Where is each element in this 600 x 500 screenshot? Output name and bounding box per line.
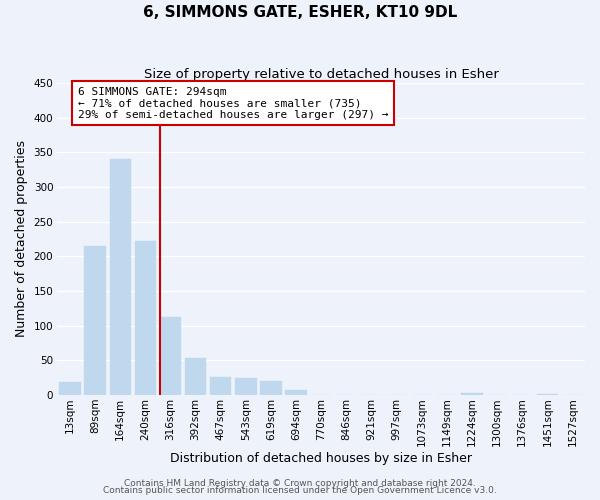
Text: Contains HM Land Registry data © Crown copyright and database right 2024.: Contains HM Land Registry data © Crown c…	[124, 478, 476, 488]
Bar	[536, 394, 558, 395]
Bar	[286, 390, 307, 395]
Bar	[210, 377, 232, 395]
Text: 6, SIMMONS GATE, ESHER, KT10 9DL: 6, SIMMONS GATE, ESHER, KT10 9DL	[143, 5, 457, 20]
Y-axis label: Number of detached properties: Number of detached properties	[15, 140, 28, 338]
Bar	[160, 316, 181, 395]
Title: Size of property relative to detached houses in Esher: Size of property relative to detached ho…	[144, 68, 499, 80]
Text: Contains public sector information licensed under the Open Government Licence v3: Contains public sector information licen…	[103, 486, 497, 495]
Bar	[85, 246, 106, 395]
Text: 6 SIMMONS GATE: 294sqm
← 71% of detached houses are smaller (735)
29% of semi-de: 6 SIMMONS GATE: 294sqm ← 71% of detached…	[77, 86, 388, 120]
Bar	[59, 382, 81, 395]
Bar	[185, 358, 206, 395]
Bar	[260, 381, 281, 395]
Bar	[235, 378, 257, 395]
Bar	[110, 160, 131, 395]
Bar	[135, 241, 156, 395]
Bar	[461, 393, 482, 395]
X-axis label: Distribution of detached houses by size in Esher: Distribution of detached houses by size …	[170, 452, 472, 465]
